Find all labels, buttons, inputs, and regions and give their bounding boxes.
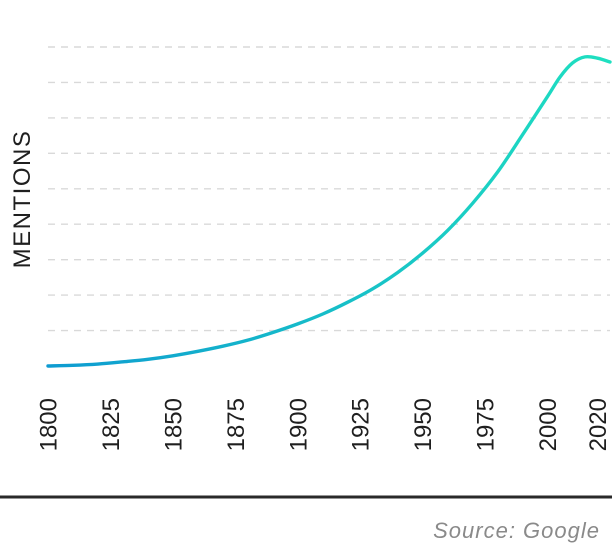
x-tick-label: 2000 bbox=[535, 398, 562, 451]
series-line bbox=[46, 54, 612, 368]
x-tick-label: 1925 bbox=[348, 398, 375, 451]
grid bbox=[48, 46, 610, 332]
x-tick-label: 1825 bbox=[98, 398, 125, 451]
x-tick-label: 1800 bbox=[36, 398, 63, 451]
x-axis-tick-labels: 1800 1825 1850 1875 1900 1925 1950 1975 2000 2020 bbox=[36, 398, 612, 451]
x-tick-label: 1900 bbox=[285, 398, 312, 451]
x-tick-label: 1975 bbox=[473, 398, 500, 451]
source-note: Source: Google bbox=[433, 518, 600, 543]
x-tick-label: 1950 bbox=[410, 398, 437, 451]
y-axis-label: MENTIONS bbox=[9, 130, 36, 269]
x-tick-label: 2020 bbox=[585, 398, 612, 451]
x-tick-label: 1850 bbox=[160, 398, 187, 451]
x-tick-label: 1875 bbox=[223, 398, 250, 451]
